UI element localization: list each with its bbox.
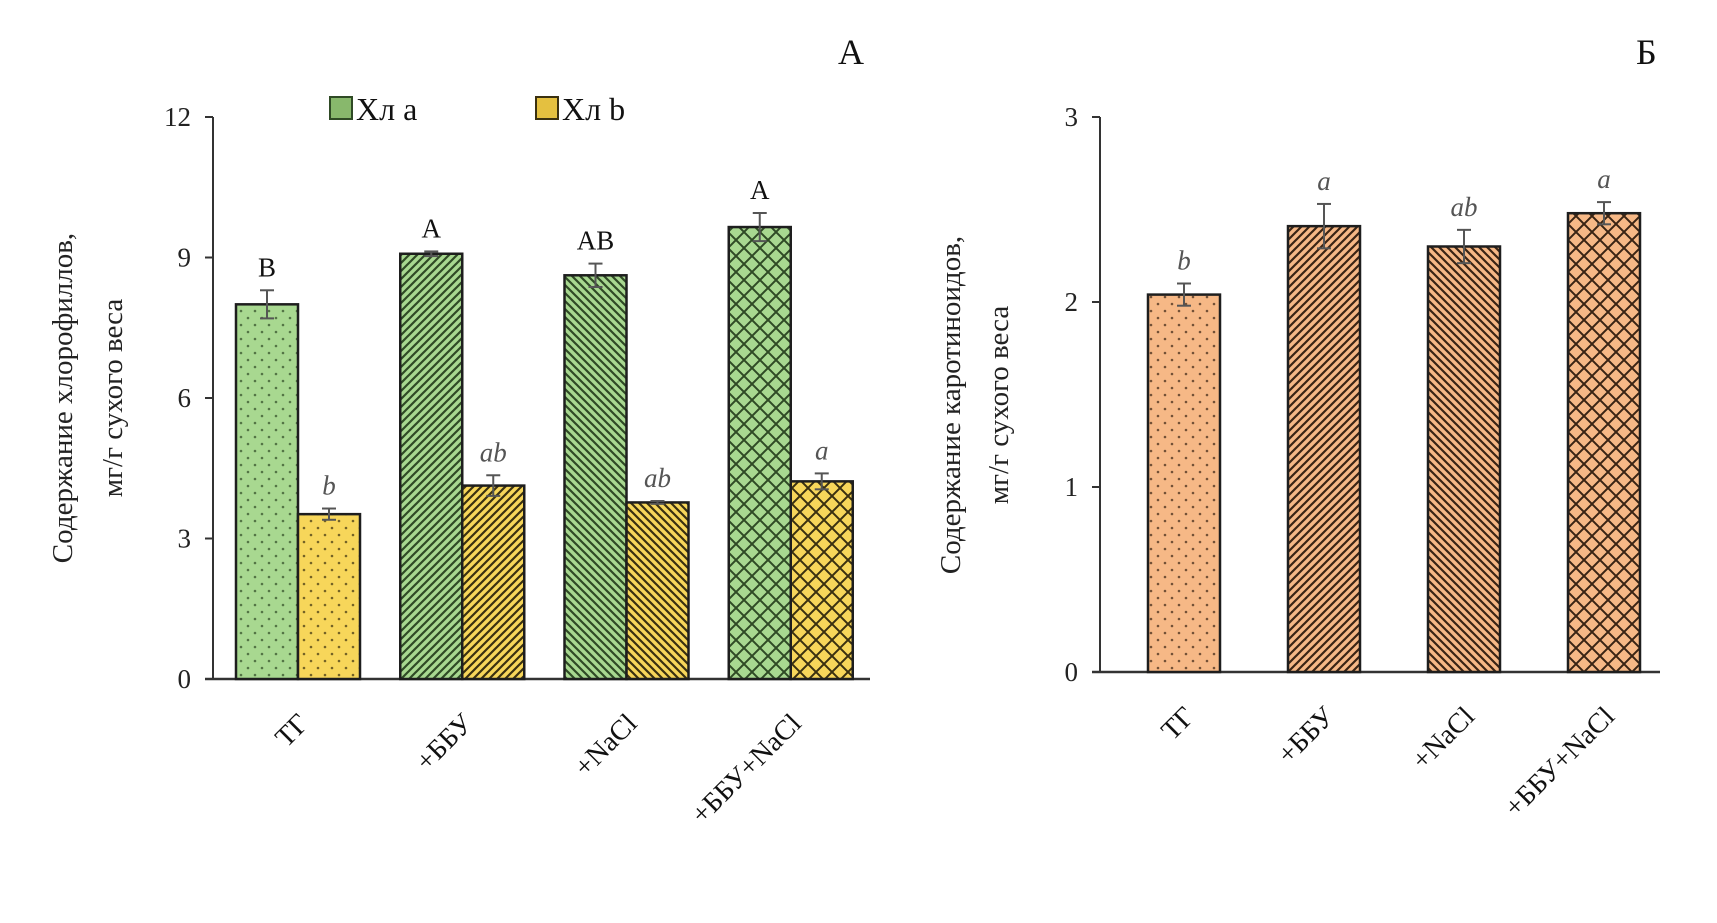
panel-b-error-bar xyxy=(1317,202,1331,250)
panel-a-significance-label: A xyxy=(422,213,442,243)
panel-a-bar-хл-a-2 xyxy=(563,274,628,681)
panel-a-y-tick-label: 6 xyxy=(178,383,192,413)
panel-a-category-label: +ББУ xyxy=(410,708,479,777)
panel-a-error-bar xyxy=(588,262,603,289)
legend-label-chl-a: Хл a xyxy=(356,91,417,127)
panel-b-y-axis-title-line2: мг/г сухого веса xyxy=(983,306,1015,505)
panel-a-error-bar xyxy=(752,212,767,243)
panel-a-y-tick-label: 0 xyxy=(178,664,192,694)
panel-b-category-label: +ББУ xyxy=(1272,701,1341,770)
panel-b-bar-каротиноиды-1 xyxy=(1286,224,1362,674)
panel-a-error-bar xyxy=(322,507,336,521)
panel-a-bar-хл-b-3 xyxy=(789,480,854,681)
panel-a-error-bar xyxy=(424,250,439,258)
panel-b-bar-каротиноиды-3 xyxy=(1566,211,1642,674)
panel-a-bar-хл-b-0 xyxy=(296,512,362,681)
panel-a-bar-хл-b-1 xyxy=(461,484,526,681)
panel-a-significance-label: a xyxy=(815,435,829,465)
panel-a-label: А xyxy=(838,32,864,72)
panel-b-category-label: ТГ xyxy=(1155,701,1200,746)
panel-b-y-tick-label: 0 xyxy=(1065,657,1079,687)
panel-a-category-label: +NaCl xyxy=(569,708,644,783)
panel-b-y-tick-label: 2 xyxy=(1065,287,1079,317)
panel-a-significance-label: ab xyxy=(480,437,507,467)
panel-a-chlorophyll-chart: А Содержание хлорофиллов, мг/г сухого ве… xyxy=(47,32,870,830)
legend-swatch-chl-b xyxy=(535,96,559,120)
panel-b-error-bar xyxy=(1597,201,1611,226)
panel-a-error-bar xyxy=(260,289,274,320)
panel-a-significance-label: b xyxy=(322,471,336,501)
panel-a-significance-label: AB xyxy=(577,226,615,256)
panel-b-significance-label: b xyxy=(1177,246,1191,276)
panel-a-bar-хл-a-1 xyxy=(399,252,464,681)
panel-b-bar-каротиноиды-2 xyxy=(1426,245,1502,674)
panel-a-category-label: +ББУ+NaCl xyxy=(686,708,808,830)
panel-b-y-axis-title-line1: Содержание каротиноидов, xyxy=(935,236,967,574)
panel-a-legend: Хл a Хл b xyxy=(329,91,625,127)
panel-a-error-bar xyxy=(650,500,665,505)
panel-a-y-tick-label: 3 xyxy=(178,524,192,554)
panel-b-bar-каротиноиды-0 xyxy=(1146,293,1222,674)
legend-label-chl-b: Хл b xyxy=(562,91,625,127)
panel-a-bar-хл-a-0 xyxy=(234,303,300,681)
panel-a-bar-хл-b-2 xyxy=(625,501,690,681)
panel-a-y-tick-label: 9 xyxy=(178,243,192,273)
panel-b-carotenoid-chart: Б Содержание каротиноидов, мг/г сухого в… xyxy=(935,32,1660,823)
panel-b-error-bar xyxy=(1457,228,1471,265)
panel-b-y-tick-label: 1 xyxy=(1065,472,1079,502)
panel-a-y-tick-label: 12 xyxy=(164,102,191,132)
legend-swatch-chl-a xyxy=(329,96,353,120)
panel-a-significance-label: B xyxy=(258,252,276,282)
panel-a-error-bar xyxy=(486,474,501,497)
panel-b-error-bar xyxy=(1177,282,1191,307)
panel-a-y-axis-title-line2: мг/г сухого веса xyxy=(97,299,129,498)
panel-a-significance-label: ab xyxy=(644,463,671,493)
panel-a-category-label: ТГ xyxy=(269,708,314,753)
panel-b-category-label: +ББУ+NaCl xyxy=(1499,701,1621,823)
panel-b-y-tick-label: 3 xyxy=(1065,102,1079,132)
panel-b-category-label: +NaCl xyxy=(1406,701,1481,776)
panel-b-significance-label: a xyxy=(1317,166,1331,196)
panel-a-bar-хл-a-3 xyxy=(727,225,792,681)
panel-b-label: Б xyxy=(1636,32,1657,72)
panel-a-significance-label: A xyxy=(750,175,770,205)
panel-a-y-axis-title-line1: Содержание хлорофиллов, xyxy=(47,233,79,563)
panel-a-error-bar xyxy=(814,472,829,491)
panel-b-significance-label: a xyxy=(1597,164,1611,194)
panel-b-significance-label: ab xyxy=(1451,192,1478,222)
